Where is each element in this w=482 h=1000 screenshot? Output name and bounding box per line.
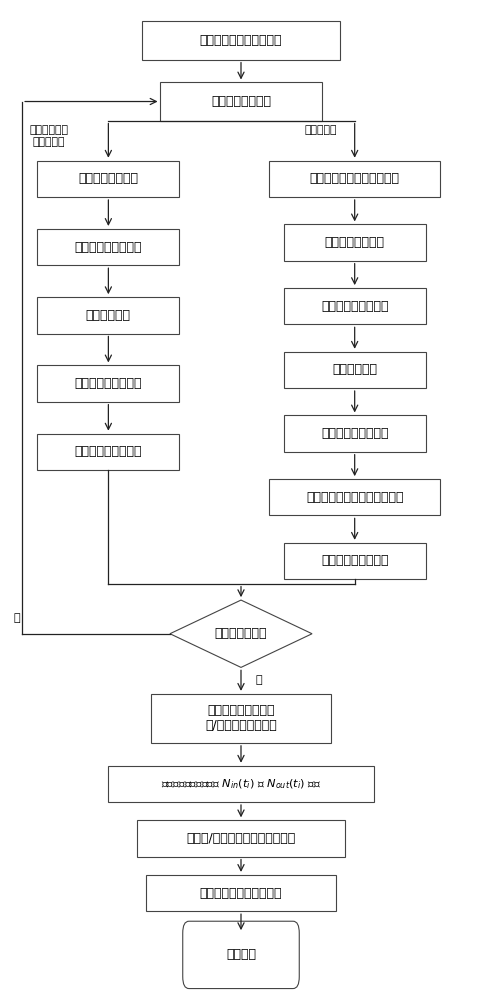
- FancyBboxPatch shape: [142, 21, 340, 60]
- FancyBboxPatch shape: [37, 365, 179, 402]
- Text: 计算入可控状态时刻: 计算入可控状态时刻: [321, 427, 388, 440]
- Text: 抽取起始荷电状态值: 抽取起始荷电状态值: [75, 241, 142, 254]
- FancyBboxPatch shape: [108, 766, 374, 802]
- FancyBboxPatch shape: [151, 694, 331, 743]
- FancyBboxPatch shape: [183, 921, 299, 989]
- FancyBboxPatch shape: [137, 820, 345, 857]
- Text: 初始化电动汽车相关参数: 初始化电动汽车相关参数: [200, 34, 282, 47]
- Text: 输出结果: 输出结果: [226, 948, 256, 961]
- FancyBboxPatch shape: [161, 82, 321, 121]
- Text: 计算充电时长: 计算充电时长: [86, 309, 131, 322]
- FancyBboxPatch shape: [269, 479, 440, 515]
- Text: 确定所有电动汽车的
入/出可控状态时刻表: 确定所有电动汽车的 入/出可控状态时刻表: [205, 704, 277, 732]
- FancyBboxPatch shape: [283, 415, 426, 452]
- Text: 判断电动汽车类别: 判断电动汽车类别: [211, 95, 271, 108]
- Text: 抽取出可控状态时刻: 抽取出可控状态时刻: [321, 554, 388, 567]
- Text: 计算入可控状态时刻: 计算入可控状态时刻: [75, 377, 142, 390]
- Text: 所有电动汽车？: 所有电动汽车？: [215, 627, 267, 640]
- FancyBboxPatch shape: [269, 161, 440, 197]
- Text: 确定出可控状态时刻所属时段: 确定出可控状态时刻所属时段: [306, 491, 403, 504]
- Text: 统计分析时刻表，确定 $N_{in}(t_i)$ 和 $N_{out}(t_i)$ 的值: 统计分析时刻表，确定 $N_{in}(t_i)$ 和 $N_{out}(t_i)…: [161, 777, 321, 791]
- Text: 确定接入电网时刻所属时段: 确定接入电网时刻所属时段: [309, 172, 400, 185]
- FancyBboxPatch shape: [283, 352, 426, 388]
- FancyBboxPatch shape: [146, 875, 336, 911]
- Text: 电动公交车、
电动公务车: 电动公交车、 电动公务车: [30, 125, 68, 147]
- Text: 确定出可控状态时刻: 确定出可控状态时刻: [75, 445, 142, 458]
- FancyBboxPatch shape: [37, 161, 179, 197]
- FancyBboxPatch shape: [37, 434, 179, 470]
- Polygon shape: [170, 600, 312, 667]
- Text: 计算充电时长: 计算充电时长: [332, 363, 377, 376]
- FancyBboxPatch shape: [283, 288, 426, 324]
- Text: 抽取起始荷电状态值: 抽取起始荷电状态值: [321, 300, 388, 313]
- Text: 计算可控电动汽车的数量: 计算可控电动汽车的数量: [200, 887, 282, 900]
- Text: 是: 是: [255, 675, 262, 685]
- Text: 否: 否: [13, 613, 20, 623]
- FancyBboxPatch shape: [37, 229, 179, 265]
- Text: 电动私家车: 电动私家车: [305, 125, 337, 135]
- FancyBboxPatch shape: [37, 297, 179, 334]
- Text: 抽取接入电网时刻: 抽取接入电网时刻: [325, 236, 385, 249]
- FancyBboxPatch shape: [283, 543, 426, 579]
- Text: 计算入/出可控状态的累计车辆数: 计算入/出可控状态的累计车辆数: [187, 832, 295, 845]
- Text: 确定接入电网时刻: 确定接入电网时刻: [79, 172, 138, 185]
- FancyBboxPatch shape: [283, 224, 426, 261]
